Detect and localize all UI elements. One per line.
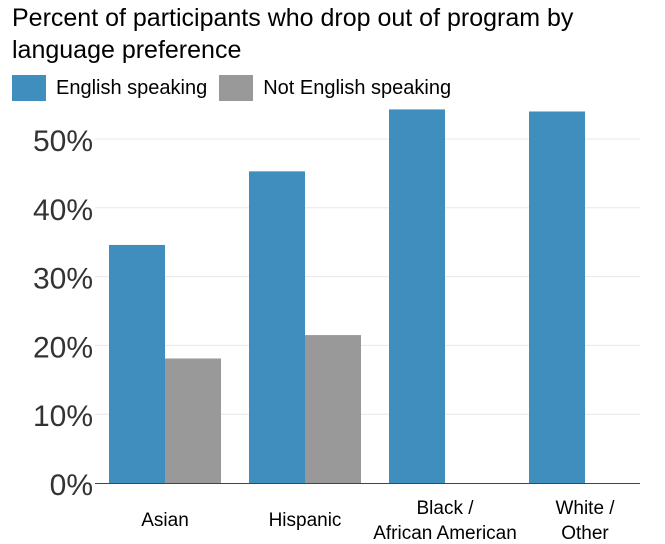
chart-title: Percent of participants who drop out of … [12,4,574,64]
legend-label-english: English speaking [56,76,208,99]
x-category-label-3-line-1: Other [561,523,609,544]
x-category-label-1: Hispanic [269,510,342,531]
legend-swatch-not-english [219,75,254,101]
bar-not-english-1 [305,335,361,483]
legend: English speaking Not English speaking [12,74,463,102]
legend-swatch-english [12,75,46,101]
y-tick-label-30: 30% [33,263,93,296]
y-tick-label-20: 20% [33,331,93,364]
bar-english-1 [249,171,305,483]
x-category-label-0: Asian [141,510,189,531]
x-category-label-2-line-1: African American [373,523,517,544]
legend-item-not-english[interactable]: Not English speaking [219,75,451,101]
y-tick-label-40: 40% [33,194,93,227]
legend-label-not-english: Not English speaking [263,76,452,99]
y-tick-label-10: 10% [33,400,93,433]
x-category-label-2-line-0: Black / [416,498,474,519]
bar-english-2 [389,109,445,483]
y-tick-label-50: 50% [33,125,93,158]
bar-not-english-0 [165,358,221,483]
bar-english-0 [109,244,165,483]
bar-english-3 [529,111,585,483]
legend-item-english[interactable]: English speaking [12,75,207,101]
y-tick-label-0: 0% [50,469,93,502]
x-category-label-3-line-0: White / [555,498,615,519]
